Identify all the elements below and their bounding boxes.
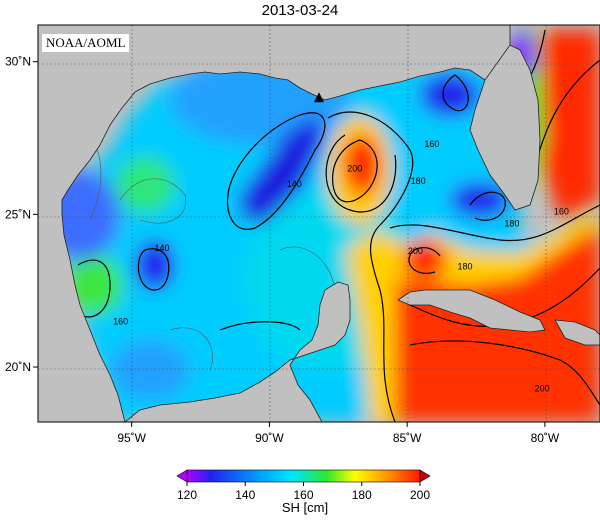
contour-labels: 140 140 160 160 180 200 200 180 180 160 200: [113, 139, 569, 393]
colorbar-tick-label: 120: [177, 488, 197, 502]
colorbar-tick-label: 180: [352, 488, 372, 502]
contour-label: 180: [457, 261, 472, 271]
lat-tick-label: 25˚N: [5, 207, 31, 221]
contour-lines: [77, 29, 600, 422]
contour-label: 160: [554, 206, 569, 216]
lat-tick-label: 30˚N: [5, 55, 31, 69]
plot-frame: [37, 24, 600, 423]
sea-height-field: [40, 30, 600, 422]
contour-label: 140: [287, 179, 302, 189]
thin-contours: [79, 138, 336, 371]
colorbar: 120 140 160 180 200: [176, 469, 431, 502]
axis-ticks: 30˚N 25˚N 20˚N 95˚W 90˚W 85˚W 80˚W: [5, 55, 560, 445]
colorbar-tick-label: 200: [410, 488, 430, 502]
graticule: [38, 25, 600, 422]
triangle-marker: [314, 92, 324, 103]
lat-tick-label: 20˚N: [5, 360, 31, 374]
contour-label: 160: [424, 139, 439, 149]
land-masses: [38, 25, 600, 422]
contour-label: 200: [535, 383, 550, 393]
colorbar-tick-label: 160: [293, 488, 313, 502]
contour-label: 200: [347, 164, 362, 174]
colorbar-tick-label: 140: [235, 488, 255, 502]
contour-label: 180: [411, 176, 426, 186]
lon-tick-label: 85˚W: [393, 431, 422, 445]
lon-tick-label: 95˚W: [117, 431, 146, 445]
colorbar-label: SH [cm]: [281, 500, 329, 515]
credit-label: NOAA/AOML: [42, 34, 130, 52]
map-title: 2013-03-24: [261, 2, 339, 19]
lon-tick-label: 90˚W: [255, 431, 284, 445]
contour-label: 200: [408, 246, 423, 256]
lon-tick-label: 80˚W: [531, 431, 560, 445]
contour-label: 180: [504, 219, 519, 229]
contour-label: 160: [113, 316, 128, 326]
contour-label: 140: [154, 243, 169, 253]
